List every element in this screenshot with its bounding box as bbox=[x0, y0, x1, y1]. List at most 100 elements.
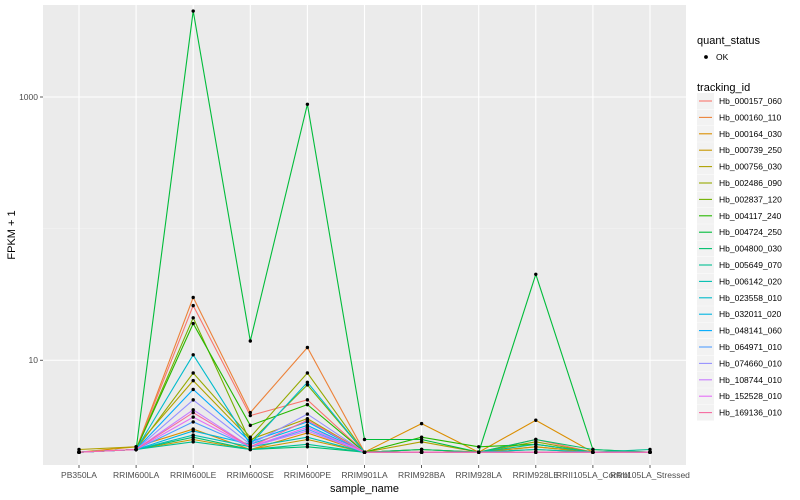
legend-entry-label: Hb_152528_010 bbox=[719, 391, 782, 401]
data-point bbox=[248, 413, 252, 418]
data-point bbox=[534, 442, 538, 446]
data-point bbox=[591, 450, 595, 454]
x-tick-label: RRII105LA_Stressed bbox=[610, 470, 690, 480]
legend-entry-label: Hb_169136_010 bbox=[719, 408, 782, 418]
data-point bbox=[191, 398, 195, 402]
quant-status-legend-title: quant_status bbox=[697, 35, 760, 47]
legend-entry-label: Hb_064971_010 bbox=[719, 342, 782, 352]
data-point bbox=[534, 418, 538, 422]
data-point bbox=[248, 435, 252, 439]
data-point bbox=[191, 316, 195, 320]
data-point bbox=[191, 410, 195, 415]
y-axis: 10 1000 bbox=[19, 92, 43, 365]
data-point bbox=[305, 380, 310, 384]
y-tick-label: 10 bbox=[29, 355, 39, 365]
data-point bbox=[419, 440, 424, 444]
legend-entry-label: Hb_002486_090 bbox=[719, 178, 782, 188]
quant-status-label: OK bbox=[716, 52, 729, 62]
legend-entry-label: Hb_000157_060 bbox=[719, 96, 782, 106]
data-points bbox=[77, 9, 652, 454]
data-point bbox=[305, 445, 310, 449]
data-point bbox=[534, 440, 538, 444]
legend-entry-label: Hb_074660_010 bbox=[719, 358, 782, 368]
data-point bbox=[191, 420, 195, 424]
data-point bbox=[77, 447, 81, 452]
data-point bbox=[534, 450, 538, 454]
data-point bbox=[419, 447, 424, 452]
x-axis-title: sample_name bbox=[330, 483, 399, 495]
data-point bbox=[534, 272, 538, 276]
tracking-id-legend-entries: Hb_000157_060 Hb_000160_110 Hb_000164_030 H… bbox=[697, 93, 782, 421]
data-point bbox=[248, 339, 252, 343]
x-tick-label: RRIM600LE bbox=[170, 470, 217, 480]
legend-entry-label: Hb_000739_250 bbox=[719, 145, 782, 155]
data-point bbox=[191, 303, 195, 308]
data-point bbox=[534, 447, 538, 452]
data-point bbox=[191, 378, 195, 383]
data-point bbox=[191, 440, 195, 444]
tracking-id-legend-title: tracking_id bbox=[697, 82, 750, 94]
data-point bbox=[305, 398, 310, 402]
x-tick-label: RRIM600PE bbox=[284, 470, 332, 480]
legend-entry-label: Hb_004117_240 bbox=[719, 211, 782, 221]
data-point bbox=[419, 421, 424, 426]
data-point bbox=[305, 383, 310, 387]
data-point bbox=[191, 429, 195, 433]
data-point bbox=[305, 102, 310, 107]
y-tick-label: 1000 bbox=[19, 92, 38, 102]
legend-entry-label: Hb_023558_010 bbox=[719, 293, 782, 303]
legend-entry-label: Hb_002837_120 bbox=[719, 194, 782, 204]
x-tick-label: RRIM928LA bbox=[456, 470, 503, 480]
data-point bbox=[419, 437, 424, 442]
legend-entry-label: Hb_005649_070 bbox=[719, 260, 782, 270]
legend-entry-label: Hb_108744_010 bbox=[719, 375, 782, 385]
data-point bbox=[648, 447, 652, 452]
data-point bbox=[248, 440, 252, 444]
data-point bbox=[305, 418, 310, 422]
legend-entry-label: Hb_004724_250 bbox=[719, 227, 782, 237]
data-point bbox=[305, 442, 310, 446]
data-point bbox=[305, 435, 310, 439]
data-point bbox=[248, 447, 252, 452]
x-tick-label: RRIM901LA bbox=[341, 470, 388, 480]
legend-entry-label: Hb_048141_060 bbox=[719, 326, 782, 336]
data-point bbox=[534, 445, 538, 449]
quant-status-key bbox=[704, 55, 708, 59]
legend: quant_status OK tracking_id Hb_000157_06… bbox=[697, 35, 782, 421]
data-point bbox=[134, 447, 138, 452]
legend-entry-label: Hb_004800_030 bbox=[719, 244, 782, 254]
x-axis: PB350LA RRIM600LA RRIM600LE RRIM600SE RRIM60… bbox=[61, 465, 690, 480]
data-point bbox=[419, 450, 424, 454]
data-point bbox=[191, 321, 195, 326]
data-point bbox=[362, 437, 367, 442]
data-point bbox=[648, 450, 652, 454]
data-point bbox=[477, 450, 481, 454]
x-tick-label: RRIM600SE bbox=[227, 470, 275, 480]
data-point bbox=[362, 450, 367, 454]
x-tick-label: RRIM600LA bbox=[113, 470, 160, 480]
data-point bbox=[591, 447, 595, 452]
data-point bbox=[305, 425, 310, 429]
data-point bbox=[248, 410, 252, 415]
data-point bbox=[305, 402, 310, 407]
x-tick-label: RRIM928BA bbox=[398, 470, 446, 480]
legend-entry-label: Hb_006142_020 bbox=[719, 276, 782, 286]
data-point bbox=[248, 445, 252, 449]
y-axis-title: FPKM + 1 bbox=[6, 210, 18, 259]
data-point bbox=[191, 353, 195, 357]
x-tick-label: PB350LA bbox=[61, 470, 97, 480]
grid-lines bbox=[43, 5, 686, 465]
legend-entry-label: Hb_000756_030 bbox=[719, 162, 782, 172]
x-tick-label: RRII105LA_Control bbox=[556, 470, 630, 480]
data-point bbox=[77, 450, 81, 454]
x-tick-label: RRIM928LE bbox=[513, 470, 560, 480]
data-point bbox=[477, 445, 481, 449]
legend-entry-label: Hb_000164_030 bbox=[719, 129, 782, 139]
data-point bbox=[305, 345, 310, 350]
data-point bbox=[191, 408, 195, 412]
data-point bbox=[305, 429, 310, 433]
data-point bbox=[191, 371, 195, 375]
data-point bbox=[191, 9, 195, 13]
data-point bbox=[305, 412, 310, 416]
